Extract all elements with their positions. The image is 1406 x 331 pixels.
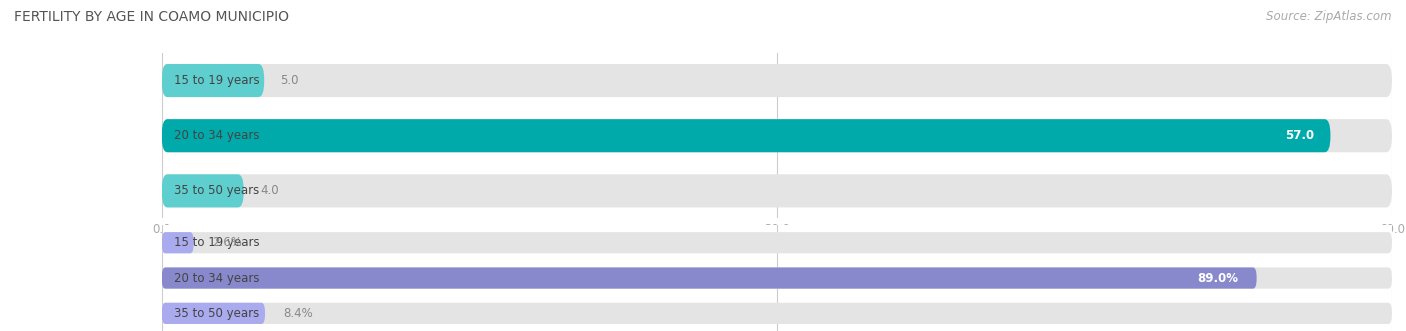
Text: 2.6%: 2.6% [212, 236, 242, 249]
Text: FERTILITY BY AGE IN COAMO MUNICIPIO: FERTILITY BY AGE IN COAMO MUNICIPIO [14, 10, 290, 24]
FancyBboxPatch shape [162, 267, 1392, 289]
Text: 57.0: 57.0 [1285, 129, 1315, 142]
FancyBboxPatch shape [162, 232, 194, 253]
FancyBboxPatch shape [162, 267, 1257, 289]
FancyBboxPatch shape [162, 64, 1392, 97]
Text: 15 to 19 years: 15 to 19 years [174, 74, 260, 87]
Text: 4.0: 4.0 [260, 184, 278, 197]
FancyBboxPatch shape [162, 174, 1392, 208]
FancyBboxPatch shape [162, 232, 1392, 253]
Text: 35 to 50 years: 35 to 50 years [174, 307, 259, 320]
Text: 15 to 19 years: 15 to 19 years [174, 236, 260, 249]
Text: 8.4%: 8.4% [284, 307, 314, 320]
Text: Source: ZipAtlas.com: Source: ZipAtlas.com [1267, 10, 1392, 23]
Text: 20 to 34 years: 20 to 34 years [174, 129, 260, 142]
FancyBboxPatch shape [162, 119, 1392, 152]
Text: 35 to 50 years: 35 to 50 years [174, 184, 259, 197]
FancyBboxPatch shape [162, 64, 264, 97]
Text: 5.0: 5.0 [281, 74, 299, 87]
FancyBboxPatch shape [162, 174, 243, 208]
FancyBboxPatch shape [162, 119, 1330, 152]
Text: 20 to 34 years: 20 to 34 years [174, 271, 260, 285]
FancyBboxPatch shape [162, 303, 264, 324]
FancyBboxPatch shape [162, 303, 1392, 324]
Text: 89.0%: 89.0% [1197, 271, 1239, 285]
